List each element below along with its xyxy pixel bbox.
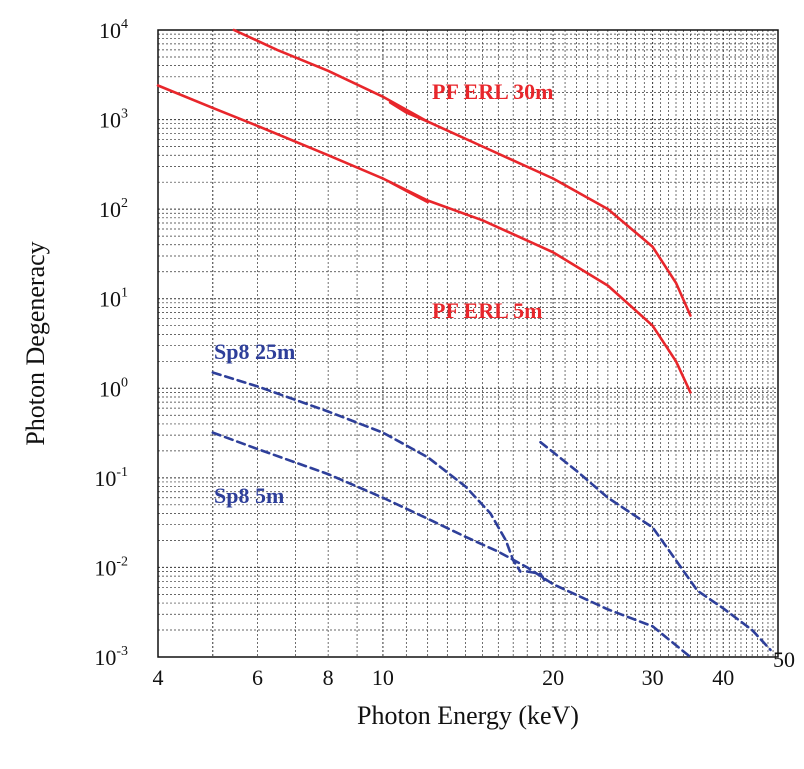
x-tick-label: 20: [542, 665, 564, 690]
x-tick-label: 8: [323, 665, 334, 690]
x-tick-label: 10: [372, 665, 394, 690]
y-tick-label: 102: [99, 196, 128, 222]
y-tick-label: 10-3: [94, 644, 128, 670]
series-line-5: [211, 431, 692, 659]
series-line-2: [156, 84, 692, 394]
x-tick-label: 30: [642, 665, 664, 690]
x-tick-label: 40: [712, 665, 734, 690]
annotation-sp8-25m: Sp8 25m: [214, 339, 295, 364]
series-line-7: [525, 570, 549, 586]
y-tick-label: 10-1: [94, 465, 128, 491]
y-axis-title: Photon Degeneracy: [21, 241, 50, 445]
x-axis-title: Photon Energy (keV): [357, 701, 579, 730]
annotation-sp8-5m: Sp8 5m: [214, 483, 284, 508]
y-tick-label: 10-2: [94, 554, 128, 580]
series-line-3: [388, 180, 429, 204]
y-tick-label: 100: [99, 375, 128, 401]
x-tick-label: 4: [153, 665, 164, 690]
annotation-pf-erl-30m: PF ERL 30m: [432, 79, 553, 104]
series-line-6: [539, 440, 772, 652]
x-tick-labels: 4 6 8 10 20 30 40 50: [153, 647, 796, 690]
series-group: [156, 28, 772, 659]
x-tick-label: 50: [773, 647, 795, 672]
plot-frame: [157, 29, 779, 658]
series-line-1: [388, 101, 429, 123]
y-tick-label: 101: [99, 286, 128, 312]
y-tick-label: 104: [99, 17, 128, 43]
series-line-4: [211, 371, 522, 573]
series-line-0: [232, 28, 692, 317]
annotation-pf-erl-5m: PF ERL 5m: [432, 298, 542, 323]
x-tick-label: 6: [252, 665, 263, 690]
y-tick-labels: 10-3 10-2 10-1 100 101 102 103 104: [94, 17, 128, 670]
grid: [158, 30, 778, 657]
y-tick-label: 103: [99, 107, 128, 133]
